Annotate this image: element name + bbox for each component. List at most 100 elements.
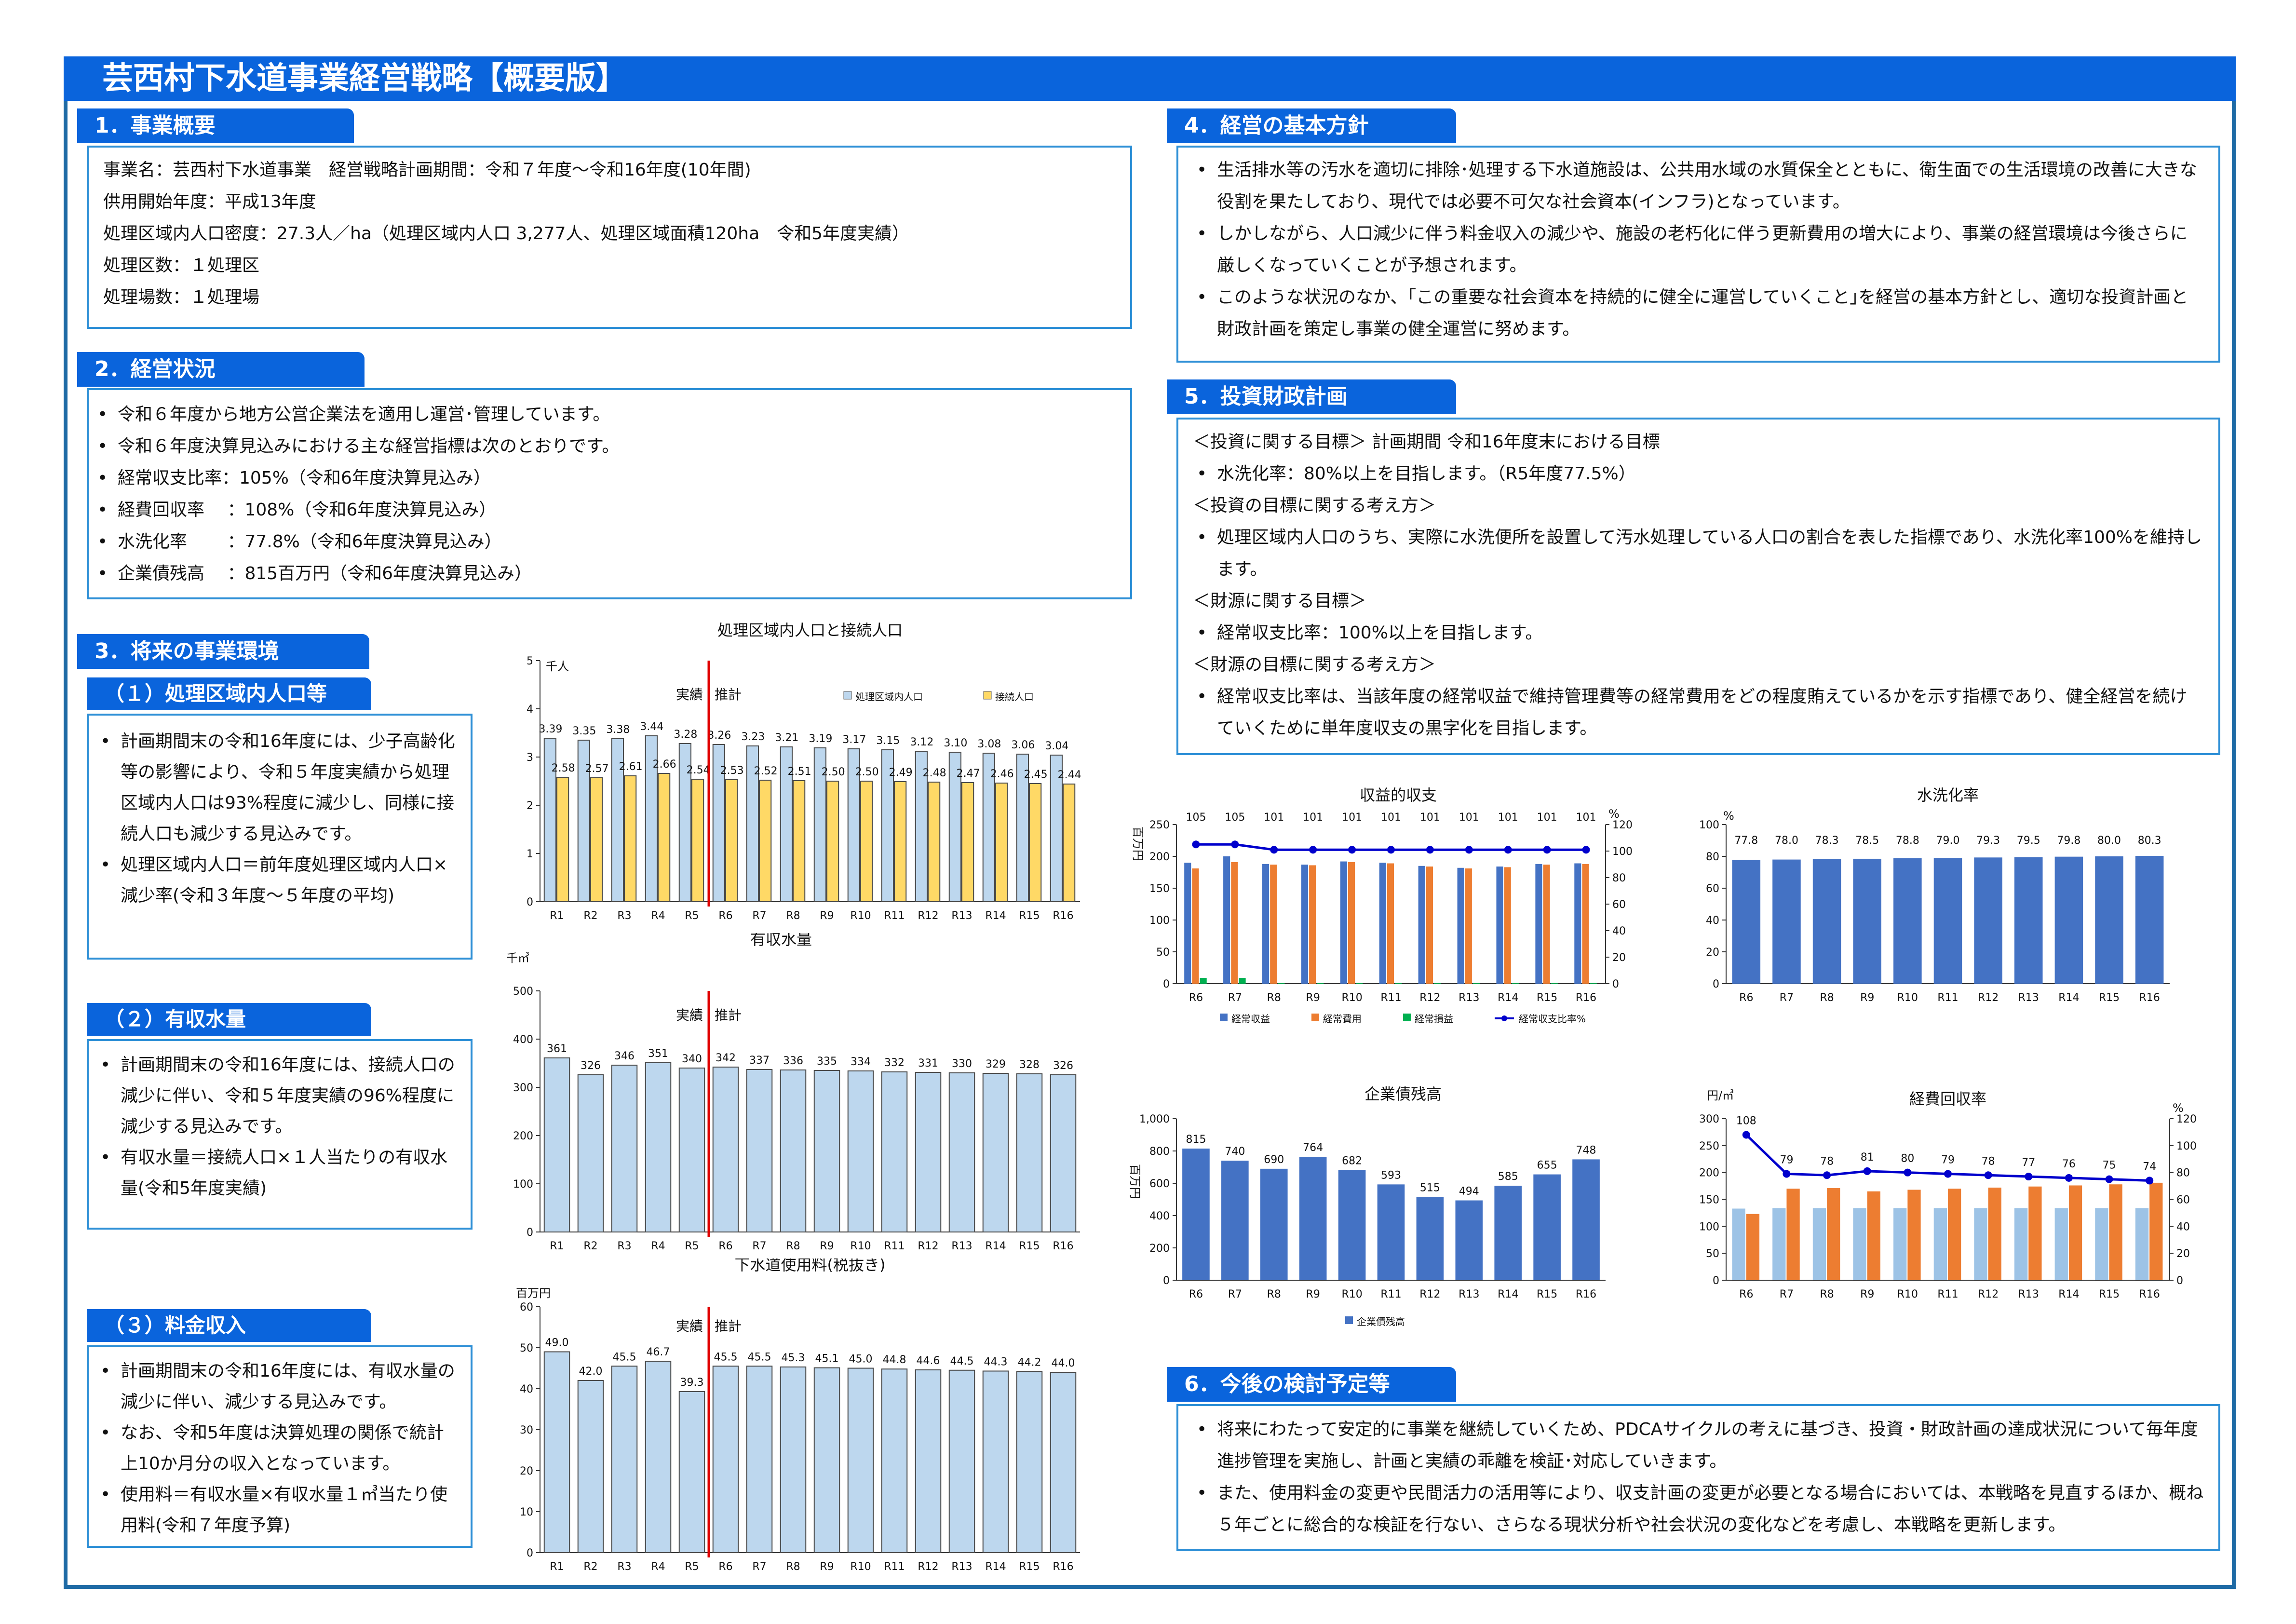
- y2-tick-label: 60: [1612, 899, 1626, 911]
- data-label: 342: [716, 1052, 736, 1064]
- line-point: [1348, 846, 1356, 854]
- bar: [590, 777, 603, 902]
- line-point: [1465, 846, 1473, 854]
- subsection-population-box: 計画期間末の令和16年度には、少子高齢化等の影響により、令和５年度実績から処理区…: [87, 714, 473, 960]
- section-5-heading: 5．投資財政計画: [1167, 379, 1456, 414]
- bar: [1348, 862, 1355, 984]
- data-label: 3.15: [876, 735, 900, 747]
- forecast-annotation: 推計: [715, 1007, 742, 1023]
- x-tick-label: R9: [1306, 1288, 1320, 1300]
- data-label: 79.5: [2017, 835, 2040, 847]
- bar: [1893, 1208, 1907, 1280]
- plan-item: 処理区域内人口のうち、実際に水洗便所を設置して汚水処理している人口の割合を表した…: [1193, 522, 2204, 585]
- bar: [813, 747, 826, 902]
- bar: [1732, 1208, 1745, 1280]
- bar: [1270, 865, 1277, 984]
- x-tick-label: R13: [1459, 1288, 1479, 1300]
- y-tick-label: 0: [1163, 978, 1170, 990]
- line-label: 101: [1264, 812, 1284, 824]
- page-title: 芸西村下水道事業経営戦略【概要版】: [64, 56, 2236, 101]
- subsection-water-box: 計画期間末の令和16年度には、接続人口の減少に伴い、令和５年度実績の96%程度に…: [87, 1039, 473, 1230]
- overview-line: 供用開始年度：平成13年度: [103, 192, 316, 212]
- x-tick-label: R9: [820, 1240, 834, 1252]
- bar: [1231, 862, 1238, 984]
- chart-title: 企業債残高: [1364, 1085, 1442, 1103]
- legend-label: 接続人口: [995, 691, 1034, 703]
- bar: [2054, 1208, 2068, 1280]
- line-label: 101: [1342, 812, 1362, 824]
- y2-tick-label: 120: [1612, 819, 1633, 831]
- x-tick-label: R7: [752, 910, 766, 922]
- bar: [1192, 868, 1199, 984]
- section-3-heading: 3．将来の事業環境: [77, 634, 369, 669]
- data-label: 682: [1342, 1155, 1362, 1167]
- future-item: また、使用料金の変更や民間活力の活用等により、収支計画の変更が必要となる場合にお…: [1193, 1477, 2204, 1541]
- bar: [1827, 1188, 1840, 1280]
- data-label: 3.19: [809, 733, 832, 745]
- x-tick-label: R8: [1820, 992, 1834, 1004]
- y-tick-label: 200: [1149, 851, 1170, 863]
- chart-title: 処理区域内人口と接続人口: [717, 621, 903, 639]
- section-4-box: 生活排水等の汚水を適切に排除･処理する下水道施設は、公共用水域の水質保全とともに…: [1176, 146, 2220, 363]
- section-1-heading: 1．事業概要: [77, 108, 354, 143]
- bar: [915, 1072, 942, 1232]
- line-label: 101: [1498, 812, 1518, 824]
- bar: [1933, 1208, 1947, 1280]
- bar: [1772, 1208, 1786, 1280]
- y-axis-label: 百万円: [1128, 1164, 1142, 1199]
- x-tick-label: R5: [685, 910, 699, 922]
- bar: [2014, 857, 2043, 984]
- x-tick-label: R11: [884, 910, 905, 922]
- x-tick-label: R12: [918, 1561, 938, 1573]
- line-point: [1944, 1170, 1952, 1178]
- bar: [611, 738, 624, 902]
- bar: [1512, 983, 1519, 984]
- x-tick-label: R8: [786, 910, 800, 922]
- status-item: 令和６年度から地方公営企業法を適用し運営･管理しています。: [94, 399, 1130, 431]
- y2-tick-label: 0: [1612, 978, 1619, 990]
- x-tick-label: R6: [718, 910, 732, 922]
- data-label: 593: [1381, 1169, 1401, 1181]
- y-axis-label: 千人: [546, 660, 569, 673]
- y-tick-label: 200: [1699, 1167, 1719, 1179]
- line-label: 101: [1420, 812, 1440, 824]
- x-tick-label: R16: [2139, 1288, 2160, 1300]
- y-axis-label: 千㎥: [506, 951, 529, 965]
- legend-swatch: [843, 691, 852, 700]
- y-tick-label: 150: [1149, 883, 1170, 895]
- bar: [1063, 784, 1076, 902]
- data-label: 44.6: [917, 1355, 940, 1367]
- chart-title: 収益的収支: [1360, 786, 1437, 804]
- y-tick-label: 3: [527, 752, 533, 764]
- data-label: 764: [1303, 1142, 1323, 1154]
- legend-swatch: [1311, 1014, 1319, 1021]
- y-tick-label: 0: [527, 1227, 533, 1239]
- data-label: 2.52: [754, 765, 778, 777]
- plan-item: 経常収支比率は、当該年度の経常収益で維持管理費等の経常費用をどの程度賄えているか…: [1193, 681, 2204, 744]
- data-label: 2.66: [653, 758, 676, 771]
- bar: [1387, 863, 1394, 984]
- bar: [1853, 1208, 1866, 1280]
- bar: [847, 1367, 874, 1553]
- data-label: 44.2: [1018, 1356, 1041, 1368]
- line-point: [2146, 1177, 2154, 1185]
- section-1-box: 事業名：芸西村下水道事業 経営戦略計画期間：令和７年度～令和16年度(10年間)…: [87, 146, 1132, 329]
- x-tick-label: R10: [1341, 1288, 1362, 1300]
- bar: [1223, 856, 1230, 984]
- bar: [1016, 1073, 1043, 1232]
- status-item: 水洗化率 ：77.8%（令和6年度決算見込み）: [94, 526, 1130, 558]
- income-chart: 収益的収支 0 50 100 150 200 250 百万円 0 20 40 60 80 100 120% R…: [1131, 786, 1633, 1025]
- population-chart: 処理区域内人口と接続人口 0 1 2 3 4 5 千人 R1 R2 R3 R4 R5 R6 R7 R8 R9 R1…: [527, 621, 1081, 922]
- bar: [1395, 983, 1402, 984]
- x-tick-label: R4: [651, 910, 665, 922]
- y-tick-label: 50: [1706, 1248, 1719, 1260]
- section-2-box: 令和６年度から地方公営企業法を適用し運営･管理しています。令和６年度決算見込みに…: [87, 388, 1132, 599]
- water-note: 有収水量＝接続人口×１人当たりの有収水量(令和5年度実績): [96, 1142, 459, 1204]
- y2-tick-label: 80: [1612, 872, 1626, 884]
- data-label: 2.49: [889, 767, 913, 779]
- y-tick-label: 0: [1713, 978, 1719, 990]
- bar: [1772, 859, 1801, 984]
- x-tick-label: R10: [850, 1240, 871, 1252]
- bar: [611, 1065, 638, 1232]
- y-tick-label: 20: [1706, 947, 1719, 959]
